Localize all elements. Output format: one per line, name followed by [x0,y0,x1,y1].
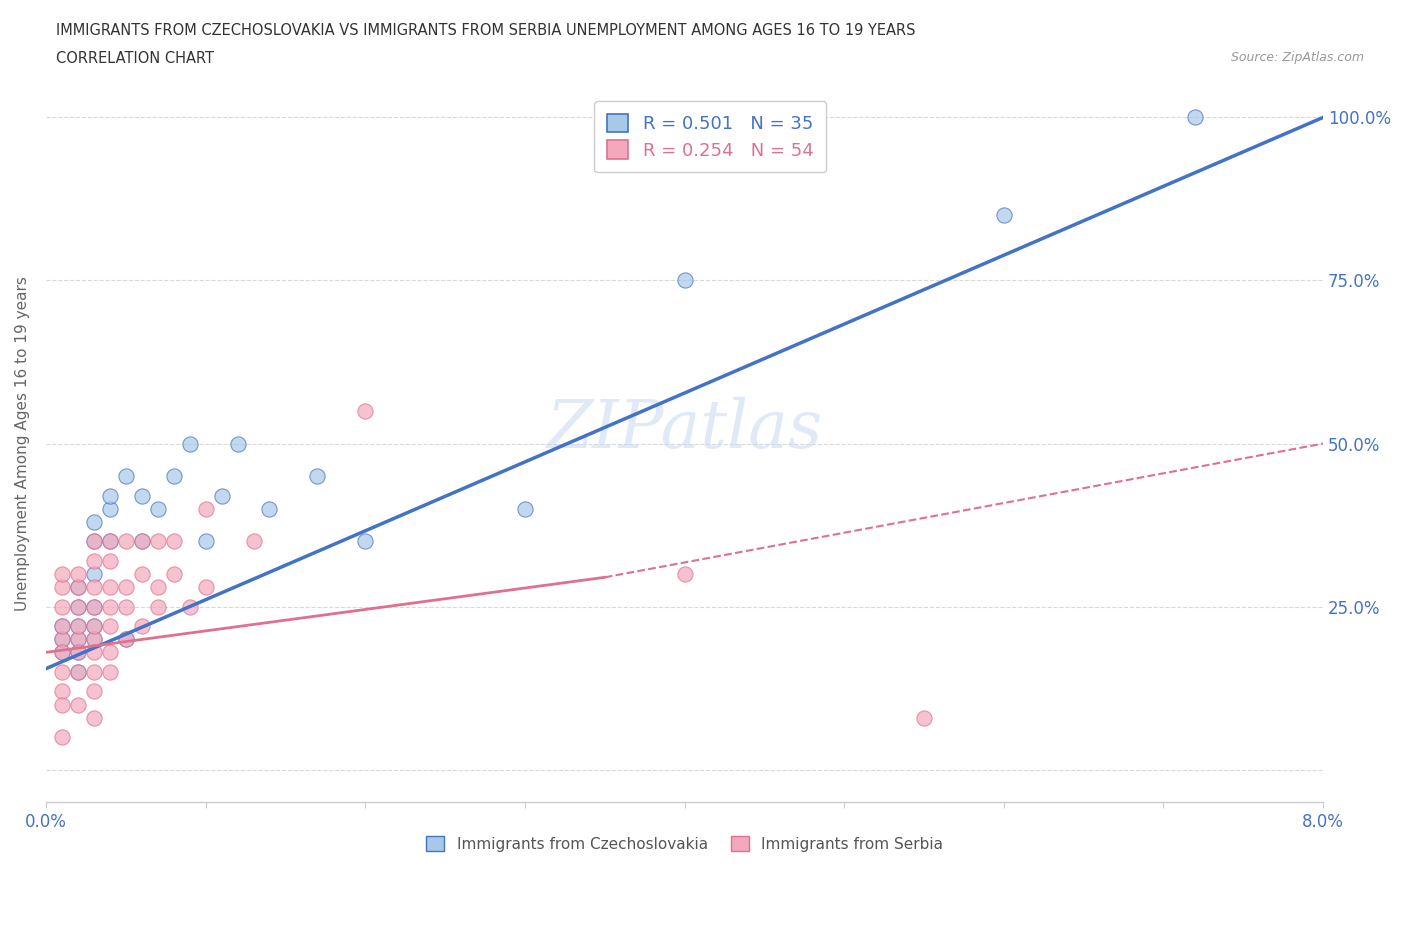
Point [83,618,105,633]
Y-axis label: Unemployment Among Ages 16 to 19 years: Unemployment Among Ages 16 to 19 years [15,276,30,611]
Point [114,631,136,646]
Point [83,711,105,725]
Point [51,664,73,679]
Text: Source: ZipAtlas.com: Source: ZipAtlas.com [1230,51,1364,64]
Point [194,534,217,549]
Point [114,599,136,614]
Point [673,566,696,581]
Point [146,579,169,594]
Point [98,618,121,633]
Point [83,553,105,568]
Point [673,273,696,288]
Point [51,599,73,614]
Point [242,534,264,549]
Point [51,618,73,633]
Point [83,566,105,581]
Point [354,534,377,549]
Point [98,534,121,549]
Point [51,730,73,745]
Point [66,631,89,646]
Point [83,644,105,659]
Point [51,644,73,659]
Point [83,631,105,646]
Point [66,599,89,614]
Point [51,631,73,646]
Point [354,404,377,418]
Point [114,631,136,646]
Point [83,618,105,633]
Point [163,566,186,581]
Point [66,644,89,659]
Point [83,599,105,614]
Point [51,631,73,646]
Point [146,501,169,516]
Point [66,664,89,679]
Point [98,644,121,659]
Point [513,501,536,516]
Point [179,599,201,614]
Point [211,488,233,503]
Point [131,534,153,549]
Point [83,684,105,699]
Point [307,469,329,484]
Point [131,566,153,581]
Point [51,684,73,699]
Text: ZIPatlas: ZIPatlas [547,396,823,462]
Point [51,566,73,581]
Point [98,488,121,503]
Point [131,488,153,503]
Point [83,664,105,679]
Legend: Immigrants from Czechoslovakia, Immigrants from Serbia: Immigrants from Czechoslovakia, Immigran… [419,828,950,859]
Point [83,599,105,614]
Point [83,579,105,594]
Text: CORRELATION CHART: CORRELATION CHART [56,51,214,66]
Point [51,698,73,712]
Point [66,566,89,581]
Point [66,579,89,594]
Point [51,579,73,594]
Point [131,618,153,633]
Point [1184,110,1206,125]
Point [83,514,105,529]
Point [179,436,201,451]
Text: IMMIGRANTS FROM CZECHOSLOVAKIA VS IMMIGRANTS FROM SERBIA UNEMPLOYMENT AMONG AGES: IMMIGRANTS FROM CZECHOSLOVAKIA VS IMMIGR… [56,23,915,38]
Point [66,618,89,633]
Point [163,469,186,484]
Point [98,534,121,549]
Point [163,534,186,549]
Point [98,579,121,594]
Point [912,711,935,725]
Point [259,501,281,516]
Point [66,664,89,679]
Point [146,599,169,614]
Point [194,501,217,516]
Point [114,469,136,484]
Point [194,579,217,594]
Point [66,618,89,633]
Point [83,534,105,549]
Point [114,534,136,549]
Point [51,644,73,659]
Point [51,618,73,633]
Point [98,599,121,614]
Point [66,579,89,594]
Point [131,534,153,549]
Point [83,534,105,549]
Point [993,207,1015,222]
Point [66,599,89,614]
Point [98,553,121,568]
Point [98,501,121,516]
Point [83,631,105,646]
Point [66,631,89,646]
Point [66,644,89,659]
Point [98,664,121,679]
Point [226,436,249,451]
Point [114,579,136,594]
Point [146,534,169,549]
Point [66,698,89,712]
